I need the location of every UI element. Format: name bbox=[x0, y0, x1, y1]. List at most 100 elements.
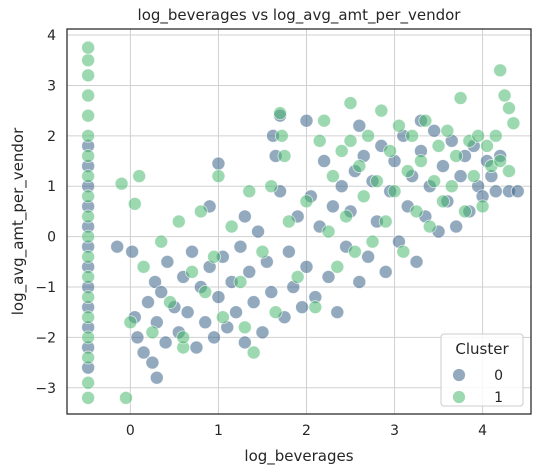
data-point bbox=[119, 390, 133, 405]
data-point bbox=[281, 214, 296, 229]
data-point bbox=[488, 184, 503, 199]
data-point bbox=[453, 91, 468, 105]
data-point bbox=[378, 214, 393, 229]
x-tick-labels: 0 1 2 3 4 bbox=[126, 423, 487, 439]
data-point bbox=[81, 108, 96, 123]
data-point bbox=[145, 355, 160, 370]
data-point bbox=[290, 270, 305, 284]
data-point bbox=[125, 244, 140, 259]
data-point bbox=[449, 219, 464, 234]
data-point bbox=[185, 244, 199, 259]
data-point bbox=[81, 149, 96, 163]
data-point bbox=[348, 244, 362, 259]
data-point bbox=[414, 154, 428, 168]
data-point bbox=[81, 229, 96, 244]
data-point bbox=[510, 184, 525, 199]
data-point bbox=[427, 174, 442, 189]
y-axis-label: log_avg_amt_per_vendor bbox=[9, 127, 28, 315]
data-point bbox=[502, 101, 516, 116]
y-tick-label: 2 bbox=[47, 129, 56, 145]
data-point bbox=[449, 149, 464, 163]
data-point bbox=[233, 239, 248, 254]
data-point bbox=[154, 285, 169, 299]
data-point bbox=[160, 254, 175, 269]
data-point bbox=[299, 259, 314, 274]
data-point bbox=[440, 123, 455, 138]
x-tick-label: 0 bbox=[126, 423, 135, 439]
data-point bbox=[264, 179, 279, 194]
x-tick-label: 1 bbox=[214, 423, 223, 439]
data-point bbox=[171, 214, 186, 229]
data-point bbox=[268, 305, 283, 320]
data-point bbox=[154, 234, 169, 249]
data-point bbox=[392, 118, 406, 133]
data-point bbox=[317, 154, 331, 168]
data-point bbox=[488, 128, 503, 143]
data-point bbox=[246, 295, 261, 310]
data-point bbox=[264, 285, 279, 299]
data-point bbox=[207, 330, 221, 345]
data-point bbox=[81, 249, 96, 264]
data-point bbox=[374, 103, 389, 118]
data-point bbox=[198, 285, 213, 299]
data-point bbox=[132, 169, 147, 184]
data-point bbox=[325, 169, 340, 184]
data-point bbox=[295, 300, 309, 315]
plot-frame bbox=[66, 28, 532, 415]
data-point bbox=[242, 264, 257, 279]
data-point bbox=[211, 156, 226, 171]
data-point bbox=[299, 113, 314, 128]
data-point bbox=[158, 335, 173, 350]
data-point bbox=[493, 154, 508, 168]
data-point bbox=[475, 199, 490, 214]
data-point bbox=[436, 159, 450, 173]
data-point bbox=[409, 204, 424, 219]
data-point bbox=[81, 40, 96, 55]
data-point bbox=[207, 249, 221, 264]
data-point bbox=[361, 128, 376, 143]
data-point bbox=[136, 345, 151, 360]
data-point bbox=[427, 123, 442, 138]
data-point bbox=[497, 88, 512, 103]
data-point bbox=[211, 169, 226, 184]
data-point bbox=[211, 290, 226, 304]
data-point bbox=[277, 149, 292, 163]
data-point bbox=[400, 164, 415, 179]
data-point bbox=[330, 305, 345, 320]
data-point bbox=[246, 345, 261, 360]
data-point bbox=[361, 249, 376, 264]
data-point bbox=[343, 133, 358, 148]
y-tick-label: 1 bbox=[47, 179, 56, 195]
legend-box bbox=[440, 333, 524, 407]
y-tick-label: 4 bbox=[47, 28, 56, 44]
legend: Cluster 01 bbox=[440, 333, 524, 407]
data-point bbox=[81, 310, 96, 325]
data-point bbox=[123, 315, 138, 330]
data-point bbox=[365, 234, 380, 249]
data-point bbox=[312, 133, 327, 148]
data-point bbox=[145, 325, 160, 340]
data-point bbox=[418, 113, 433, 128]
legend-entries: 01 bbox=[452, 368, 503, 406]
series-1 bbox=[81, 40, 521, 405]
data-point bbox=[352, 118, 367, 133]
x-axis-label: log_beverages bbox=[244, 447, 353, 466]
data-point bbox=[466, 169, 481, 184]
data-point bbox=[356, 189, 371, 204]
data-point bbox=[237, 209, 252, 224]
legend-label: 0 bbox=[494, 368, 503, 384]
data-point bbox=[189, 340, 204, 355]
data-point bbox=[81, 209, 96, 224]
data-point bbox=[81, 290, 96, 304]
data-point bbox=[370, 174, 384, 189]
data-point bbox=[378, 264, 393, 279]
data-point bbox=[274, 128, 289, 143]
data-point bbox=[81, 169, 96, 184]
data-point bbox=[255, 244, 270, 259]
data-point bbox=[422, 219, 437, 234]
data-point bbox=[185, 264, 199, 279]
data-point bbox=[193, 204, 208, 219]
data-point bbox=[334, 144, 349, 158]
data-point bbox=[81, 390, 96, 405]
